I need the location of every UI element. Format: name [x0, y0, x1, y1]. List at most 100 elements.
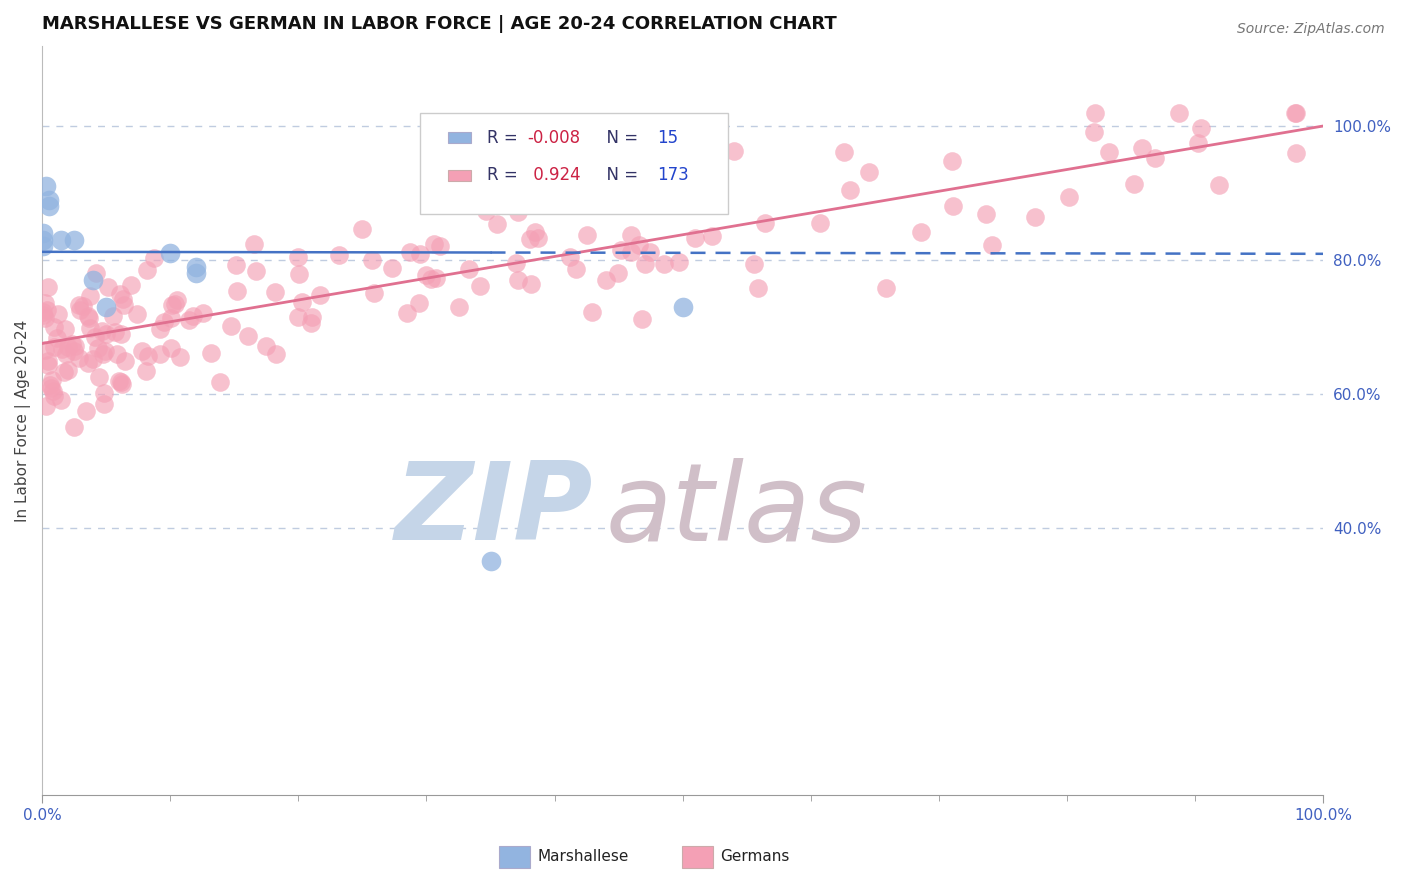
Text: ZIP: ZIP: [395, 458, 593, 564]
FancyBboxPatch shape: [449, 132, 471, 143]
Point: [96, 300, 118, 314]
Point: [474, 204, 496, 219]
Point: [101, 309, 124, 323]
FancyBboxPatch shape: [682, 846, 713, 868]
Point: [457, 262, 479, 277]
Point: [652, 257, 675, 271]
Point: [63, 233, 86, 247]
Point: [524, 226, 547, 240]
Point: [32, 226, 55, 240]
Point: [520, 277, 543, 291]
Text: MARSHALLESE VS GERMAN IN LABOR FORCE | AGE 20-24 CORRELATION CHART: MARSHALLESE VS GERMAN IN LABOR FORCE | A…: [42, 15, 837, 33]
Point: [381, 261, 404, 276]
Point: [565, 262, 588, 277]
Point: [149, 347, 172, 361]
Point: [67, 351, 90, 366]
Point: [53, 366, 76, 380]
Point: [91, 324, 114, 338]
Text: Germans: Germans: [720, 849, 789, 864]
Point: [620, 227, 643, 242]
Point: [94, 344, 117, 359]
Point: [242, 237, 264, 252]
Point: [37, 358, 59, 372]
Point: [1285, 146, 1308, 161]
Point: [527, 231, 550, 245]
Point: [858, 164, 880, 178]
Point: [77, 356, 100, 370]
Point: [519, 232, 541, 246]
Point: [425, 271, 447, 285]
Point: [136, 349, 159, 363]
Point: [447, 300, 470, 314]
Point: [256, 339, 278, 353]
Point: [93, 385, 115, 400]
FancyBboxPatch shape: [449, 169, 471, 180]
Point: [135, 364, 157, 378]
Point: [974, 207, 997, 221]
Point: [408, 296, 430, 310]
Point: [114, 353, 136, 368]
Point: [60, 337, 83, 351]
Point: [634, 257, 657, 271]
Point: [1024, 210, 1046, 224]
Point: [1057, 190, 1080, 204]
Point: [84, 330, 107, 344]
Point: [1208, 178, 1230, 193]
Point: [120, 277, 142, 292]
Point: [288, 267, 311, 281]
Point: [191, 306, 214, 320]
Point: [125, 307, 148, 321]
Point: [39, 381, 62, 395]
Point: [395, 306, 418, 320]
Point: [32, 304, 55, 318]
Point: [287, 310, 309, 324]
Point: [131, 343, 153, 358]
Point: [135, 263, 157, 277]
Point: [910, 225, 932, 239]
Point: [97, 280, 120, 294]
Text: R =: R =: [486, 166, 523, 185]
Point: [56, 362, 79, 376]
Point: [581, 305, 603, 319]
Point: [44, 339, 66, 353]
Text: Source: ZipAtlas.com: Source: ZipAtlas.com: [1237, 22, 1385, 37]
Point: [110, 377, 132, 392]
Point: [79, 289, 101, 303]
Point: [38, 199, 60, 213]
Point: [41, 384, 63, 398]
Point: [328, 248, 350, 262]
Point: [34, 343, 56, 358]
Text: Marshallese: Marshallese: [537, 849, 628, 864]
Point: [39, 378, 62, 392]
Point: [69, 303, 91, 318]
Point: [409, 247, 432, 261]
Point: [63, 343, 86, 358]
Text: R =: R =: [486, 128, 523, 147]
Point: [700, 228, 723, 243]
Point: [56, 340, 79, 354]
Point: [32, 239, 55, 253]
Point: [219, 318, 242, 333]
Point: [184, 266, 207, 280]
Point: [45, 331, 67, 345]
Point: [287, 251, 309, 265]
Point: [82, 273, 104, 287]
Point: [32, 233, 55, 247]
Point: [104, 326, 127, 340]
Point: [429, 239, 451, 253]
Point: [1130, 140, 1153, 154]
Point: [1284, 105, 1306, 120]
Point: [875, 281, 897, 295]
Point: [110, 375, 132, 389]
Point: [1189, 121, 1212, 136]
Point: [112, 292, 135, 306]
Point: [309, 288, 332, 302]
Point: [672, 300, 695, 314]
Point: [184, 260, 207, 274]
Point: [225, 284, 247, 298]
Point: [177, 313, 200, 327]
Point: [34, 310, 56, 325]
Point: [96, 326, 118, 341]
Point: [51, 233, 73, 247]
Point: [82, 351, 104, 366]
